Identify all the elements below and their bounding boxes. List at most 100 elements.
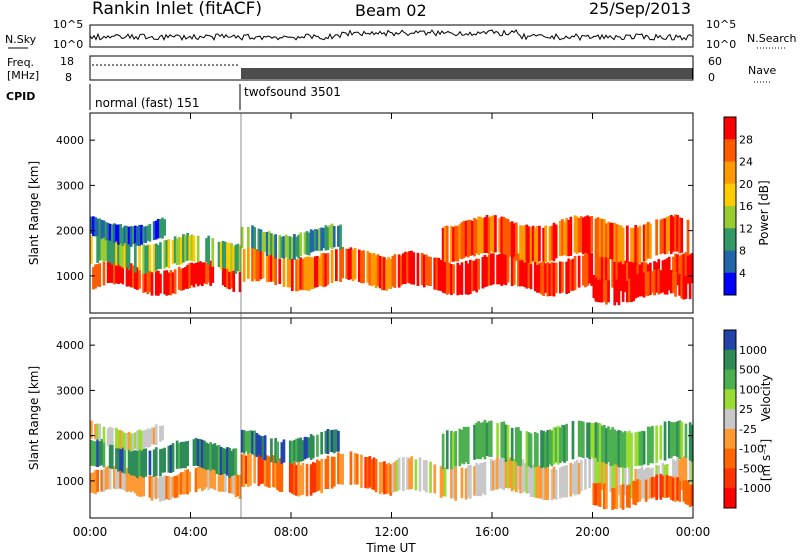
heatmap-cell bbox=[598, 279, 602, 303]
heatmap-cell bbox=[314, 462, 317, 493]
heatmap-cell bbox=[140, 430, 143, 451]
heatmap-cell bbox=[475, 462, 478, 497]
heatmap-cell bbox=[291, 441, 294, 465]
heatmap-cell bbox=[307, 232, 311, 256]
heatmap-cell bbox=[489, 253, 493, 286]
heatmap-cell bbox=[127, 226, 131, 245]
heatmap-cell bbox=[584, 253, 587, 288]
heatmap-cell bbox=[594, 218, 598, 254]
heatmap-cell bbox=[667, 475, 671, 498]
x-tick-label: 16:00 bbox=[475, 525, 510, 539]
freq-panel-frame bbox=[89, 55, 694, 81]
heatmap-cell bbox=[410, 250, 413, 285]
heatmap-cell bbox=[536, 433, 539, 467]
heatmap-cell bbox=[542, 227, 545, 262]
heatmap-cell bbox=[678, 255, 681, 285]
heatmap-cell bbox=[144, 226, 148, 243]
heatmap-cell bbox=[420, 252, 424, 286]
heatmap-cell bbox=[688, 455, 692, 490]
x-tick-label: 00:00 bbox=[676, 525, 711, 539]
velocity-scale-tick: -25 bbox=[739, 423, 757, 436]
heatmap-cell bbox=[123, 447, 127, 474]
heatmap-cell bbox=[613, 488, 617, 509]
heatmap-cell bbox=[487, 421, 491, 457]
heatmap-cell bbox=[213, 443, 217, 471]
heatmap-cell bbox=[173, 476, 177, 499]
heatmap-cell bbox=[272, 455, 275, 488]
heatmap-cell bbox=[169, 444, 173, 473]
heatmap-cell bbox=[167, 445, 171, 473]
heatmap-cell bbox=[177, 237, 181, 265]
heatmap-cell bbox=[320, 253, 323, 287]
heatmap-cell bbox=[473, 260, 476, 291]
heatmap-cell bbox=[119, 443, 122, 471]
noise-left-tick-bottom: 10^0 bbox=[53, 38, 83, 51]
heatmap-cell bbox=[180, 268, 183, 291]
heatmap-cell bbox=[265, 231, 269, 256]
heatmap-cell bbox=[161, 217, 164, 239]
heatmap-cell bbox=[387, 256, 390, 289]
heatmap-cell bbox=[104, 222, 108, 241]
heatmap-cell bbox=[119, 468, 122, 489]
heatmap-cell bbox=[159, 449, 162, 477]
heatmap-cell bbox=[445, 430, 449, 470]
heatmap-cell bbox=[144, 245, 148, 274]
heatmap-cell bbox=[198, 261, 202, 285]
heatmap-cell bbox=[554, 224, 558, 259]
heatmap-cell bbox=[674, 214, 677, 252]
heatmap-cell bbox=[487, 254, 491, 286]
heatmap-cell bbox=[100, 439, 104, 466]
heatmap-cell bbox=[226, 447, 229, 476]
noise-right-label: N.Search bbox=[747, 32, 797, 45]
heatmap-cell bbox=[655, 474, 658, 501]
heatmap-cell bbox=[510, 221, 514, 259]
heatmap-cell bbox=[332, 429, 336, 454]
heatmap-cell bbox=[665, 216, 669, 254]
heatmap-cell bbox=[684, 480, 688, 505]
heatmap-cell bbox=[676, 477, 679, 501]
heatmap-cell bbox=[102, 234, 106, 262]
heatmap-cell bbox=[115, 466, 118, 490]
heatmap-cell bbox=[330, 429, 334, 453]
heatmap-cell bbox=[175, 440, 179, 469]
heatmap-cell bbox=[690, 456, 694, 491]
heatmap-cell bbox=[232, 471, 236, 495]
heatmap-cell bbox=[682, 253, 686, 284]
heatmap-cell bbox=[636, 274, 640, 298]
heatmap-cell bbox=[190, 234, 194, 261]
velocity-scale-label: Velocity bbox=[759, 374, 773, 421]
heatmap-cell bbox=[598, 482, 602, 507]
heatmap-cell bbox=[303, 436, 307, 460]
heatmap-cell bbox=[672, 272, 675, 294]
heatmap-cell bbox=[611, 461, 614, 493]
heatmap-cell bbox=[159, 242, 162, 269]
heatmap-cell bbox=[680, 457, 684, 490]
heatmap-cell bbox=[519, 253, 522, 287]
heatmap-cell bbox=[531, 225, 535, 262]
heatmap-cell bbox=[592, 458, 596, 490]
heatmap-cell bbox=[291, 237, 294, 259]
heatmap-cell bbox=[456, 225, 460, 262]
velocity-color-scale: 1000 500 100 25 -25 -100 -500 -1000 bbox=[723, 329, 771, 509]
heatmap-cell bbox=[362, 250, 365, 284]
heatmap-cell bbox=[672, 477, 675, 501]
heatmap-cell bbox=[500, 252, 504, 286]
heatmap-cell bbox=[441, 262, 445, 293]
heatmap-cell bbox=[90, 216, 93, 234]
heatmap-cell bbox=[326, 455, 330, 489]
heatmap-cell bbox=[621, 464, 625, 495]
heatmap-cell bbox=[554, 427, 558, 463]
heatmap-cell bbox=[127, 431, 131, 450]
heatmap-cell bbox=[567, 258, 571, 293]
heatmap-cell bbox=[376, 254, 380, 287]
heatmap-cell bbox=[224, 468, 227, 493]
heatmap-cell bbox=[339, 224, 342, 250]
heatmap-cell bbox=[154, 220, 158, 240]
heatmap-cell bbox=[590, 253, 594, 286]
heatmap-cell bbox=[569, 216, 573, 256]
y-tick-label: 1000 bbox=[56, 270, 84, 283]
heatmap-cell bbox=[374, 255, 378, 289]
heatmap-cell bbox=[607, 280, 610, 303]
heatmap-cell bbox=[429, 461, 432, 493]
